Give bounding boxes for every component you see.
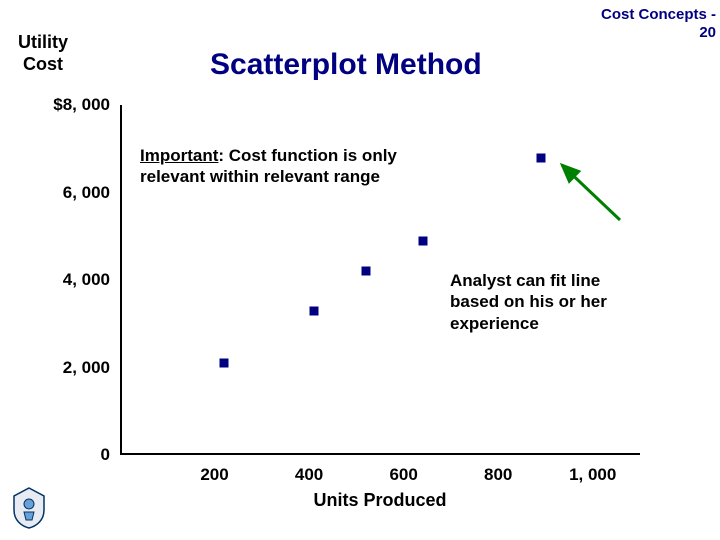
arrow-icon bbox=[0, 0, 720, 540]
logo-icon bbox=[10, 486, 48, 530]
